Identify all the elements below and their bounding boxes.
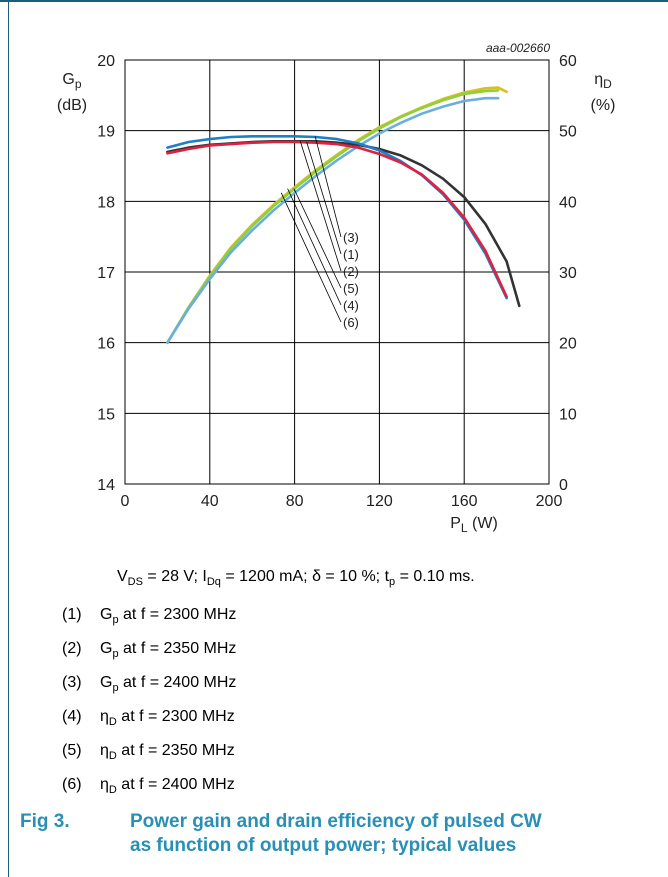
curve-leader-line <box>280 192 342 323</box>
x-tick-label: 200 <box>536 493 563 510</box>
y-right-tick-label: 0 <box>559 477 568 494</box>
curve-leader-line <box>287 188 342 306</box>
legend-item-1: (1) Gp at f = 2300 MHz <box>62 606 237 627</box>
x-tick-label: 80 <box>286 493 304 510</box>
curve-label: (3) <box>343 230 359 245</box>
curve-label: (1) <box>343 247 359 262</box>
top-border <box>0 0 668 2</box>
chart-identifier: aaa-002660 <box>486 41 550 55</box>
curve-label: (5) <box>343 281 359 296</box>
curve-label: (4) <box>343 298 359 313</box>
legend-item-5: (5) ηD at f = 2350 MHz <box>62 742 235 763</box>
y-right-unit: (%) <box>591 97 616 114</box>
chart: (3)(1)(2)(5)(4)(6) 0 40 80 120 160 2001415161… <box>57 41 616 535</box>
y-right-tick-label: 30 <box>559 265 577 282</box>
curve-leader-line <box>314 136 342 238</box>
y-left-tick-label: 19 <box>97 124 115 141</box>
plot-frame <box>124 59 550 485</box>
legend-item-6: (6) ηD at f = 2400 MHz <box>62 776 235 797</box>
curve-leader-line <box>293 188 342 289</box>
leader-lines: (3) (1) (2) (5) (4) (6) <box>280 136 359 330</box>
legend-item-3: (3) Gp at f = 2400 MHz <box>62 674 237 695</box>
x-tick-label: 0 <box>121 493 130 510</box>
y-left-unit: (dB) <box>57 97 87 114</box>
chart-grid <box>125 60 549 484</box>
tick-labels: 0 40 80 120 160 20014151617181920010203040506… <box>97 53 577 510</box>
x-tick-label: 120 <box>366 493 393 510</box>
legend-item-4: (4) ηD at f = 2300 MHz <box>62 708 235 729</box>
y-right-tick-label: 50 <box>559 124 577 141</box>
x-axis-label: PL (W) <box>450 515 498 535</box>
y-right-tick-label: 40 <box>559 194 577 211</box>
series-line-4 <box>166 86 508 345</box>
curve-label: (2) <box>343 264 359 279</box>
y-left-label: Gp <box>62 71 81 91</box>
series-line-1 <box>166 140 508 299</box>
series-layer <box>166 86 521 345</box>
figure-title: Power gain and drain efficiency of pulse… <box>130 811 542 856</box>
y-left-tick-label: 16 <box>97 336 115 353</box>
figure-number: Fig 3. <box>20 811 70 832</box>
y-left-tick-label: 14 <box>97 477 115 494</box>
measurement-conditions: VDS = 28 V; IDq = 1200 mA; δ = 10 %; tp … <box>117 568 475 589</box>
series-line-6 <box>166 96 500 345</box>
curve-label: (6) <box>343 315 359 330</box>
series-line-5 <box>166 89 500 345</box>
y-left-tick-label: 20 <box>97 53 115 70</box>
y-right-tick-label: 10 <box>559 406 577 423</box>
y-left-tick-label: 17 <box>97 265 115 282</box>
y-right-label: ηD <box>594 71 612 91</box>
left-border <box>8 0 9 877</box>
y-right-tick-label: 20 <box>559 336 577 353</box>
x-tick-label: 160 <box>451 493 478 510</box>
curve-leader-line <box>299 141 342 272</box>
curve-leader-line <box>306 141 342 255</box>
y-left-tick-label: 18 <box>97 194 115 211</box>
legend-item-2: (2) Gp at f = 2350 MHz <box>62 640 237 661</box>
x-tick-label: 40 <box>201 493 219 510</box>
y-right-tick-label: 60 <box>559 53 577 70</box>
y-left-tick-label: 15 <box>97 406 115 423</box>
